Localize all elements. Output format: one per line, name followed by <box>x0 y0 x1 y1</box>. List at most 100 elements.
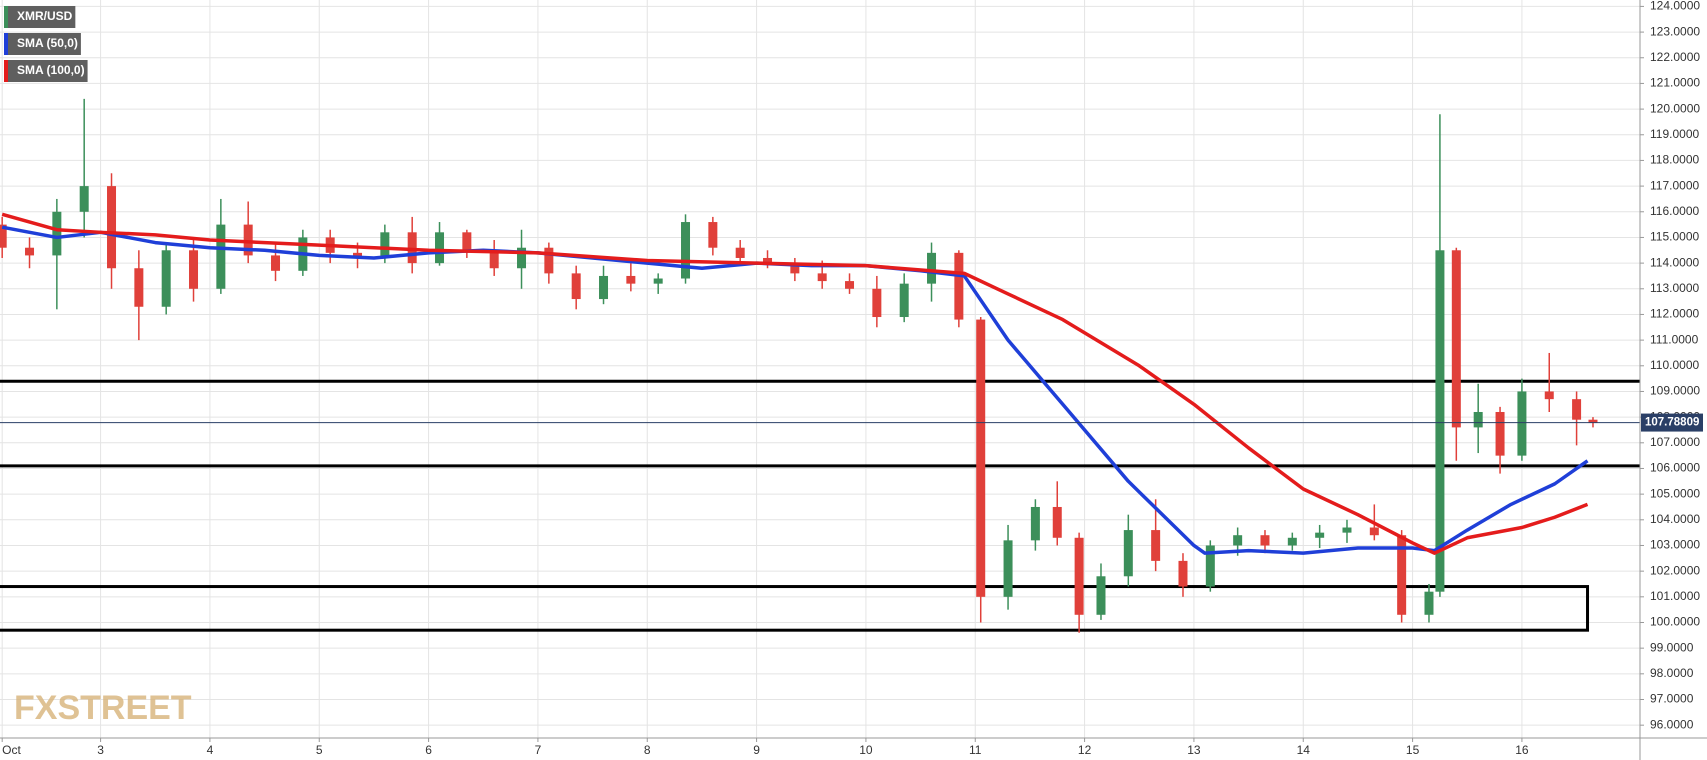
candle-body <box>1473 411 1483 428</box>
candle-body <box>708 222 718 248</box>
x-tick-label: 15 <box>1406 743 1420 757</box>
candle-body <box>1435 250 1445 592</box>
x-tick-label: 12 <box>1078 743 1092 757</box>
y-tick-label: 104.0000 <box>1650 512 1700 526</box>
zone <box>0 585 1590 632</box>
y-tick-label: 117.0000 <box>1650 178 1699 192</box>
y-tick-label: 100.0000 <box>1650 615 1700 629</box>
y-tick-label: 122.0000 <box>1650 50 1700 64</box>
candle-body <box>1424 591 1434 615</box>
y-tick-label: 101.0000 <box>1650 589 1700 603</box>
x-tick-label: 4 <box>207 743 214 757</box>
legend-box <box>4 33 81 55</box>
candle-body <box>1287 537 1297 546</box>
candle-body <box>872 288 882 318</box>
candle-body <box>1572 399 1582 420</box>
candle-body <box>763 257 773 264</box>
candle-body <box>626 275 636 284</box>
candle-body <box>653 278 663 284</box>
candle-body <box>107 186 117 269</box>
candle-body <box>899 283 909 318</box>
candle-body <box>380 232 390 258</box>
legend-label: XMR/USD <box>17 9 73 23</box>
y-tick-label: 111.0000 <box>1650 332 1699 346</box>
candle-body <box>517 247 527 269</box>
candle-body <box>1205 545 1215 587</box>
candle-body <box>1151 530 1161 561</box>
y-tick-label: 96.0000 <box>1650 717 1694 731</box>
candle-body <box>1178 560 1188 587</box>
y-tick-label: 99.0000 <box>1650 640 1694 654</box>
y-tick-label: 107.0000 <box>1650 435 1700 449</box>
candle-body <box>1544 391 1554 400</box>
sma-line <box>1 212 1589 555</box>
candle-body <box>1003 540 1013 597</box>
candle-body <box>25 247 35 256</box>
candle-body <box>1260 535 1270 546</box>
candle-body <box>681 222 691 279</box>
x-tick-label: 16 <box>1515 743 1529 757</box>
candle-body <box>599 275 609 300</box>
x-tick-label: 6 <box>425 743 432 757</box>
legend-box <box>4 6 76 28</box>
x-tick-label: 8 <box>644 743 651 757</box>
candle-body <box>1517 391 1527 456</box>
legend: XMR/USD SMA (50,0) SMA (100,0) <box>4 6 88 82</box>
y-tick-label: 116.0000 <box>1650 204 1699 218</box>
candle-body <box>189 250 199 289</box>
grid <box>0 0 1640 738</box>
candle-body <box>1030 506 1040 541</box>
candle-body <box>52 211 62 256</box>
y-tick-label: 103.0000 <box>1650 538 1700 552</box>
candle-body <box>353 252 363 258</box>
y-tick-label: 105.0000 <box>1650 486 1700 500</box>
x-tick-label: 13 <box>1187 743 1201 757</box>
candle-body <box>1342 527 1352 533</box>
y-tick-label: 115.0000 <box>1650 230 1699 244</box>
candle-body <box>489 250 499 269</box>
x-tick-label: 7 <box>535 743 542 757</box>
last-price-label: 107.78809 <box>1645 417 1699 429</box>
candle-body <box>0 224 7 248</box>
y-tick-label: 121.0000 <box>1650 76 1700 90</box>
plot-background <box>0 0 1640 738</box>
candle-body <box>79 186 89 212</box>
legend-box <box>4 60 88 82</box>
x-tick-label: 5 <box>316 743 323 757</box>
candle-body <box>817 273 827 282</box>
candle-body <box>1074 537 1084 615</box>
y-tick-label: 109.0000 <box>1650 384 1700 398</box>
candle-body <box>735 247 745 258</box>
candle-body <box>976 319 986 597</box>
watermark: FXSTREET <box>14 689 192 727</box>
y-tick-label: 118.0000 <box>1650 153 1699 167</box>
x-tick-label: 9 <box>753 743 760 757</box>
legend-label: SMA (100,0) <box>17 63 85 77</box>
y-tick-label: 113.0000 <box>1650 281 1699 295</box>
y-tick-label: 98.0000 <box>1650 666 1694 680</box>
candle-body <box>571 273 581 300</box>
candle-body <box>1096 576 1106 615</box>
y-tick-label: 124.0000 <box>1650 0 1700 13</box>
legend-label: SMA (50,0) <box>17 36 78 50</box>
marks <box>0 98 1640 633</box>
y-tick-label: 123.0000 <box>1650 24 1700 38</box>
y-tick-label: 112.0000 <box>1650 307 1699 321</box>
candle-body <box>1495 411 1505 456</box>
candle-body <box>954 252 964 320</box>
candle-body <box>927 252 937 284</box>
x-tick-label: 10 <box>859 743 873 757</box>
candle-body <box>790 263 800 274</box>
x-tick-label: 3 <box>97 743 104 757</box>
candle-body <box>1369 527 1379 536</box>
y-tick-label: 114.0000 <box>1650 255 1699 269</box>
y-tick-label: 106.0000 <box>1650 461 1700 475</box>
candle-body <box>407 232 417 264</box>
candle-body <box>1397 535 1407 615</box>
y-tick-label: 119.0000 <box>1650 127 1699 141</box>
candle-body <box>243 224 253 256</box>
candle-body <box>435 232 445 264</box>
candle-body <box>161 250 171 307</box>
x-tick-label: Oct <box>2 743 21 757</box>
